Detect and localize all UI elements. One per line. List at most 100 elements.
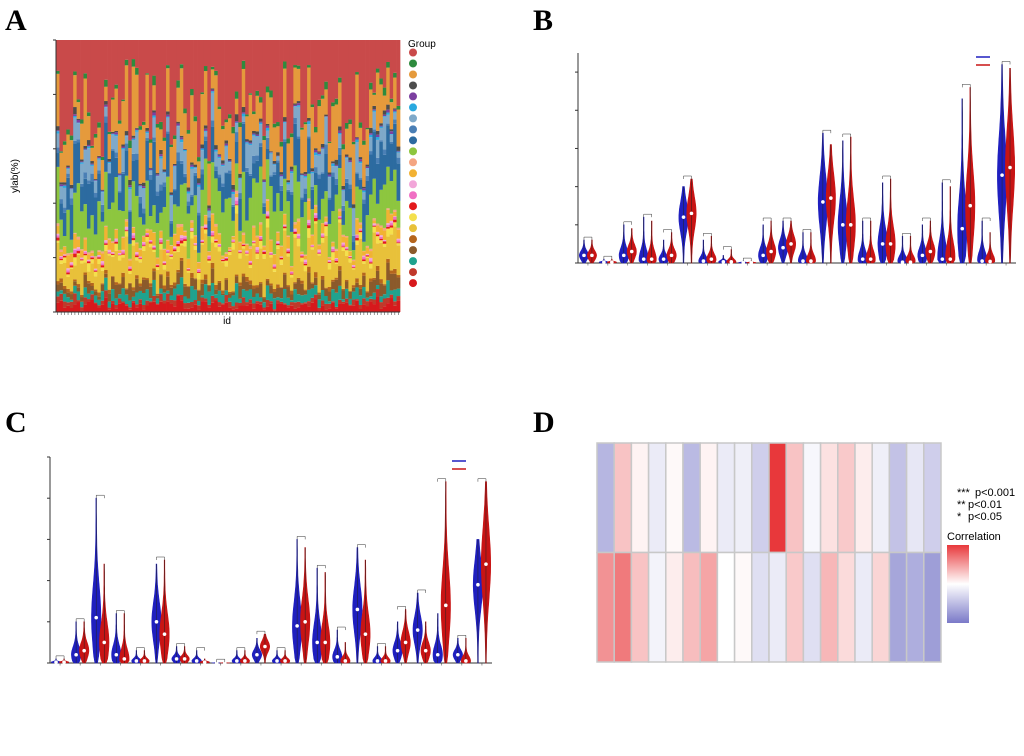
segment-nk-cells-resting	[307, 200, 311, 220]
segment-dendritic-cells-activated	[210, 89, 215, 92]
segment-plasma-cells	[293, 289, 298, 303]
segment-dendritic-cells-resting	[331, 163, 335, 167]
segment-dendritic-cells-activated	[73, 114, 77, 116]
segment-plasma-cells	[145, 289, 150, 301]
segment-b-cells-naive	[320, 305, 325, 312]
segment-monocytes	[217, 191, 222, 234]
segment-t-cells-cd4-naive	[100, 283, 105, 285]
pvalue-bracket	[822, 129, 832, 134]
segment-monocytes	[279, 211, 284, 246]
segment-t-cells-cd4-memory-activated	[155, 267, 160, 270]
segment-t-cells-gamma-delta	[283, 224, 287, 227]
segment-t-cells-cd4-memory-activated	[283, 228, 287, 231]
segment-t-cells-cd8	[365, 292, 370, 298]
segment-t-cells-cd4-naive	[69, 291, 74, 295]
heatmap-cell-lrpprc-macrophages-m1	[682, 551, 701, 663]
segment-nk-cells-resting	[111, 242, 115, 253]
segment-plasma-cells	[190, 286, 194, 302]
segment-mast-cells-activated	[224, 122, 229, 141]
segment-macrophages-m2	[203, 131, 208, 137]
legend-swatch-t-cells-gamma-delta	[409, 180, 417, 189]
segment-mast-cells-activated	[303, 124, 308, 172]
segment-b-cells-memory	[162, 300, 167, 304]
segment-nk-cells-resting	[348, 251, 353, 257]
segment-macrophages-m1	[148, 174, 153, 180]
segment-mast-cells-resting	[217, 154, 222, 155]
violin-treat-neutrophils-median	[484, 562, 488, 566]
segment-eosinophils	[148, 139, 153, 143]
segment-dendritic-cells-activated	[66, 167, 71, 169]
segment-neutrophils	[176, 40, 181, 81]
segment-t-cells-cd4-memory-activated	[351, 268, 356, 270]
segment-t-cells-regulatory-tregs	[69, 264, 74, 266]
segment-t-cells-cd4-memory-activated	[396, 243, 401, 246]
segment-b-cells-naive	[193, 304, 198, 312]
segment-dendritic-cells-resting	[327, 176, 332, 178]
segment-macrophages-m2	[338, 134, 342, 148]
segment-t-cells-cd4-memory-activated	[327, 263, 332, 270]
segment-monocytes	[317, 219, 322, 245]
segment-mast-cells-activated	[272, 127, 277, 161]
segment-dendritic-cells-activated	[131, 137, 136, 139]
segment-neutrophils	[59, 40, 64, 152]
segment-dendritic-cells-resting	[355, 139, 360, 143]
segment-t-cells-gamma-delta	[272, 264, 277, 266]
segment-monocytes	[269, 186, 274, 240]
segment-macrophages-m2	[314, 155, 318, 168]
segment-mast-cells-activated	[169, 146, 174, 193]
heatmap-cell-lrpprc-nk-cells-activated	[785, 551, 805, 663]
panel-label-c: C	[5, 406, 27, 439]
segment-mast-cells-activated	[214, 75, 219, 146]
segment-mast-cells-resting	[100, 189, 105, 191]
segment-mast-cells-activated	[166, 68, 170, 112]
segment-t-cells-cd8	[97, 296, 102, 300]
segment-macrophages-m0	[324, 153, 329, 192]
segment-neutrophils	[355, 40, 360, 73]
segment-mast-cells-activated	[358, 127, 363, 158]
segment-macrophages-m2	[224, 146, 229, 173]
segment-macrophages-m2	[131, 140, 136, 154]
segment-t-cells-cd4-memory-activated	[162, 264, 167, 270]
segment-neutrophils	[107, 40, 112, 132]
segment-b-cells-memory	[310, 297, 315, 303]
segment-eosinophils	[73, 71, 77, 76]
segment-nk-cells-resting	[142, 237, 146, 242]
segment-neutrophils	[344, 40, 349, 123]
segment-mast-cells-resting	[262, 179, 267, 181]
segment-mast-cells-activated	[252, 114, 256, 131]
segment-b-cells-naive	[372, 304, 377, 312]
segment-t-cells-cd8	[382, 285, 387, 295]
segment-nk-cells-activated	[100, 251, 105, 254]
segment-dendritic-cells-resting	[121, 147, 126, 150]
segment-macrophages-m0	[293, 123, 298, 166]
segment-dendritic-cells-activated	[341, 189, 346, 190]
segment-macrophages-m0	[348, 189, 353, 208]
segment-monocytes	[331, 211, 335, 242]
violin-control-mast-cells-activated-median	[960, 226, 965, 231]
segment-mast-cells-activated	[93, 137, 98, 180]
segment-nk-cells-activated	[386, 208, 391, 210]
segment-b-cells-naive	[131, 302, 136, 312]
segment-t-cells-cd4-memory-activated	[66, 274, 71, 277]
segment-t-cells-regulatory-tregs	[76, 249, 81, 252]
segment-nk-cells-resting	[276, 232, 280, 242]
segment-monocytes	[69, 239, 74, 253]
segment-macrophages-m1	[159, 184, 163, 191]
segment-t-cells-gamma-delta	[217, 243, 222, 245]
segment-nk-cells-resting	[393, 211, 397, 217]
segment-dendritic-cells-resting	[286, 182, 291, 185]
segment-mast-cells-activated	[148, 142, 153, 168]
segment-t-cells-gamma-delta	[176, 241, 181, 243]
segment-t-cells-cd4-memory-resting	[224, 266, 229, 279]
legend-swatch-b-cells-naive	[409, 279, 417, 288]
segment-macrophages-m2	[341, 190, 346, 206]
segment-plasma-cells	[286, 297, 291, 306]
pvalue-bracket	[156, 556, 165, 560]
segment-monocytes	[179, 184, 184, 225]
segment-macrophages-m2	[334, 166, 339, 179]
segment-monocytes	[386, 166, 391, 209]
segment-macrophages-m2	[128, 189, 133, 211]
segment-t-cells-regulatory-tregs	[252, 241, 256, 243]
segment-monocytes	[169, 236, 174, 246]
segment-t-cells-gamma-delta	[80, 257, 84, 260]
